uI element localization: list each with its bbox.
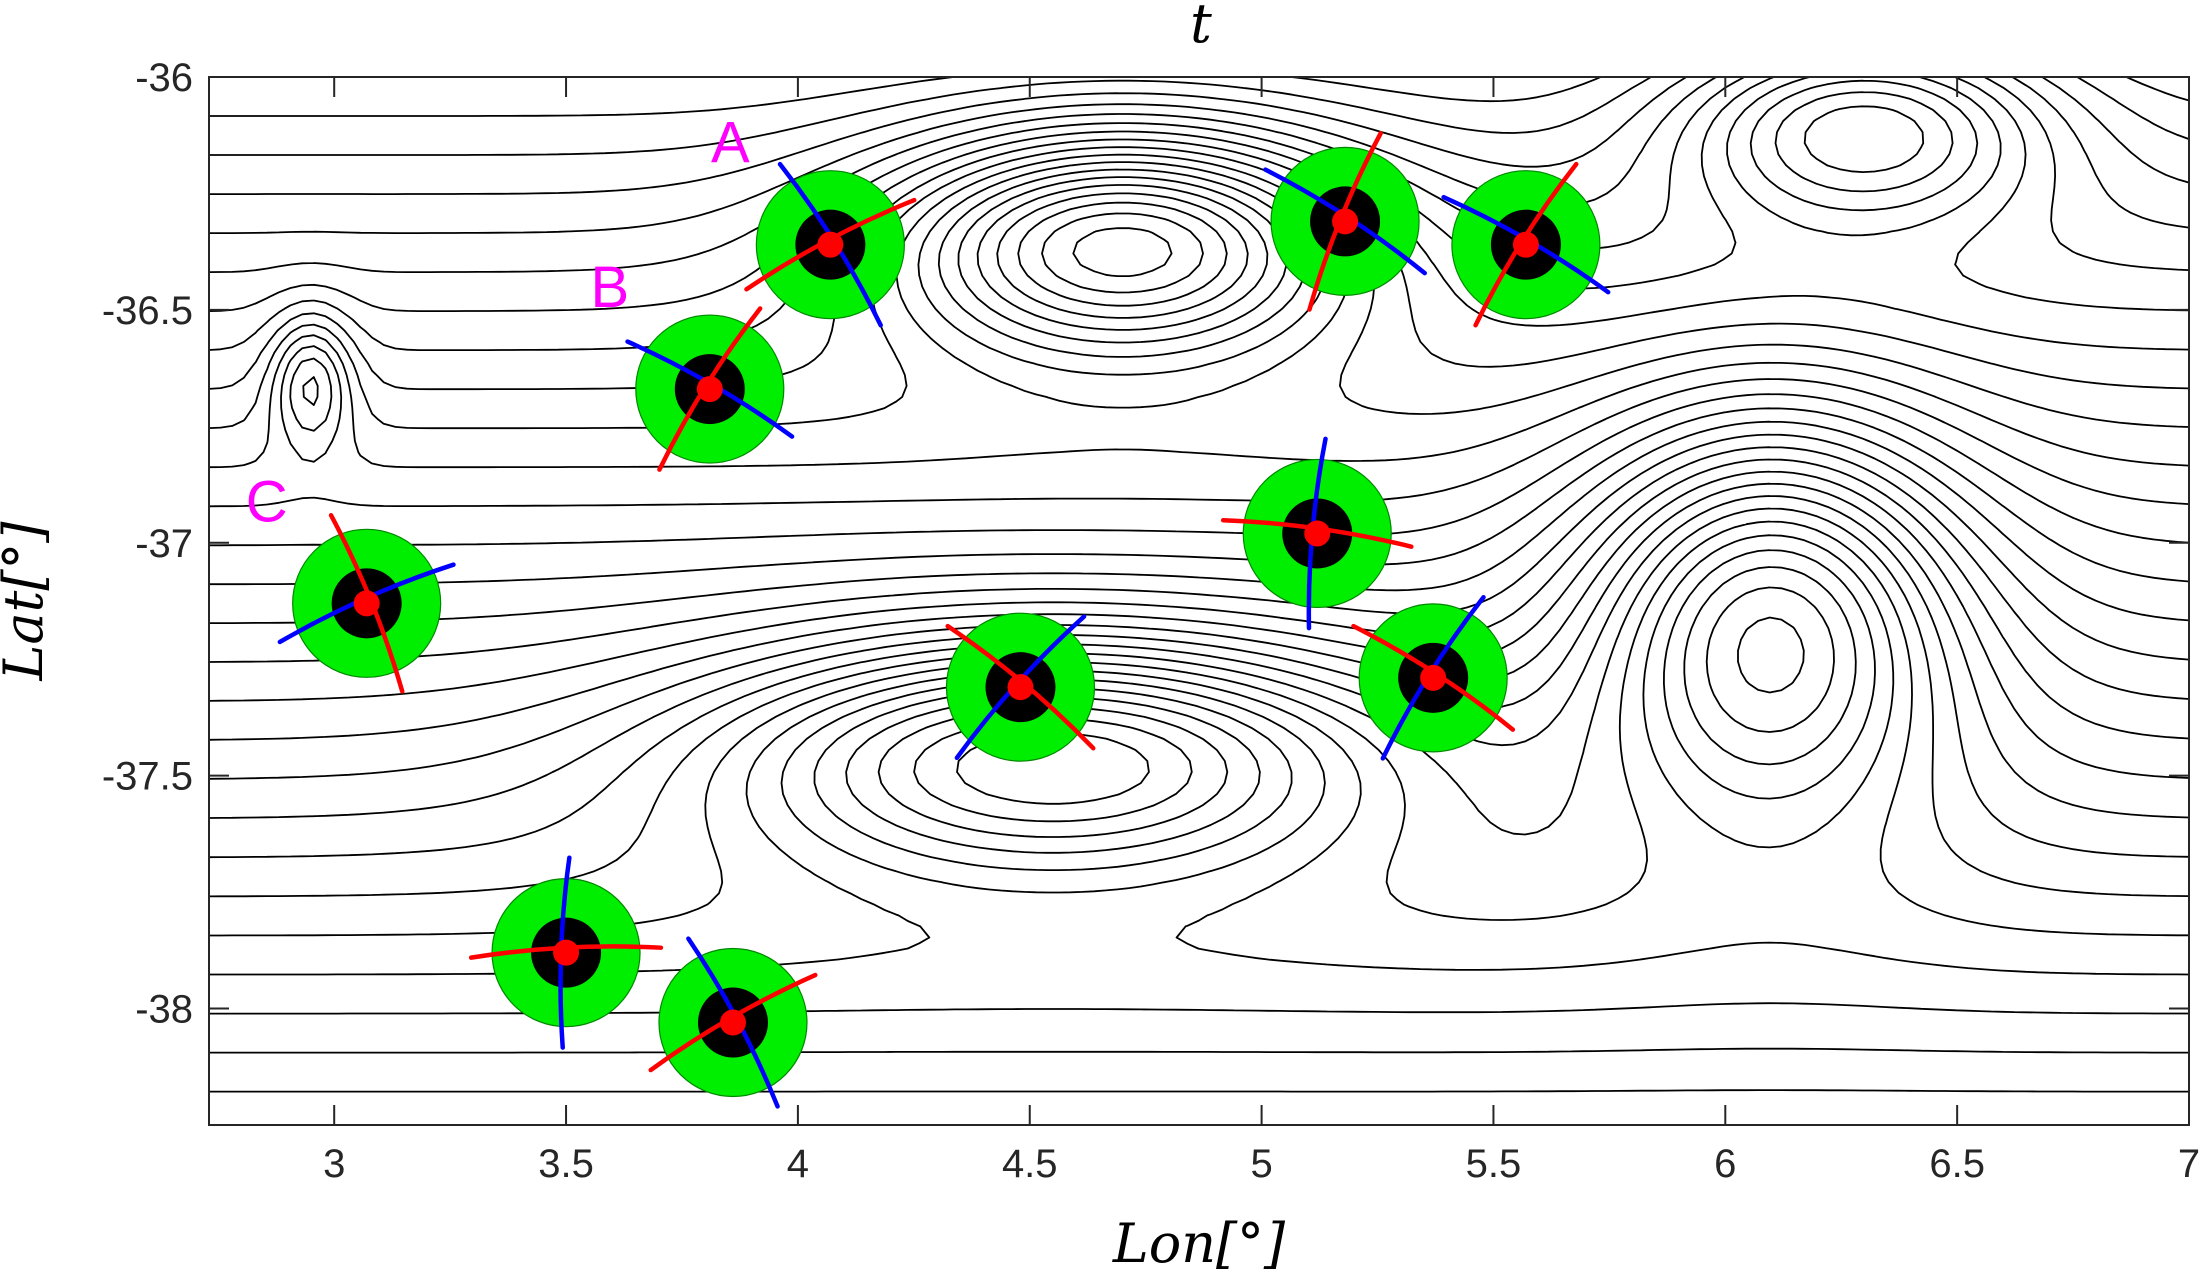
eddy-center [553, 939, 580, 966]
eddy-marker [1220, 436, 1414, 631]
eddy-marker: A [711, 111, 917, 328]
eddy-center [696, 376, 723, 403]
x-tick-label: 3 [323, 1142, 345, 1186]
eddy-center [719, 1009, 746, 1036]
chart-title: t [1190, 0, 1212, 55]
eddy-label: B [590, 255, 629, 320]
x-tick-label: 6 [1714, 1142, 1736, 1186]
eddy-center [1332, 208, 1359, 235]
x-tick-label: 5.5 [1466, 1142, 1522, 1186]
x-axis: 3 3.5 4 4.5 5 5.5 6 6.5 7 [323, 77, 2200, 1186]
contour-line [209, 77, 2189, 117]
eddy-center [1512, 231, 1539, 258]
contour-line [209, 184, 2189, 624]
eddy-center [353, 590, 380, 617]
eddy-marker [1351, 595, 1516, 761]
contour-line [209, 77, 2189, 156]
y-tick-label: -37 [135, 522, 193, 566]
contour-lines [209, 77, 2189, 1093]
x-tick-label: 5 [1250, 1142, 1272, 1186]
x-tick-label: 7 [2178, 1142, 2200, 1186]
x-tick-label: 4 [787, 1142, 809, 1186]
y-tick-label: -36.5 [102, 289, 193, 333]
x-axis-title: Lon[°] [1112, 1212, 1286, 1275]
y-tick-label: -38 [135, 988, 193, 1032]
contour-line [209, 77, 2189, 273]
contour-line [209, 77, 2189, 195]
eddy-marker [468, 855, 664, 1050]
contour-line [209, 495, 2189, 859]
eddy-label: A [711, 111, 750, 176]
eddy-marker [648, 936, 818, 1109]
eddy-marker: C [246, 469, 456, 694]
x-tick-label: 4.5 [1002, 1142, 1058, 1186]
eddy-marker [1441, 161, 1611, 328]
eddy-center [1007, 674, 1034, 701]
eddy-center [1420, 664, 1447, 691]
eddy-center [817, 231, 844, 258]
contour-line [209, 534, 2189, 976]
y-tick-label: -37.5 [102, 755, 193, 799]
plot-frame [208, 76, 2190, 1126]
eddy-marker [945, 612, 1096, 762]
y-tick-label: -36 [135, 56, 193, 100]
eddy-marker [1263, 131, 1427, 312]
eddy-center [1304, 520, 1331, 547]
x-tick-label: 3.5 [538, 1142, 594, 1186]
eddy-label: C [246, 469, 288, 534]
contour-line [209, 227, 2189, 780]
contour-line [209, 482, 2189, 819]
contour-line [209, 520, 2189, 937]
eddy-markers: A B C [246, 111, 1611, 1109]
eddy-marker: B [590, 255, 795, 472]
y-axis: -36 -36.5 -37 -37.5 -38 [102, 56, 2189, 1032]
x-tick-label: 6.5 [1929, 1142, 1985, 1186]
contour-line [209, 105, 2189, 469]
y-axis-title: Lat[°] [0, 521, 55, 682]
